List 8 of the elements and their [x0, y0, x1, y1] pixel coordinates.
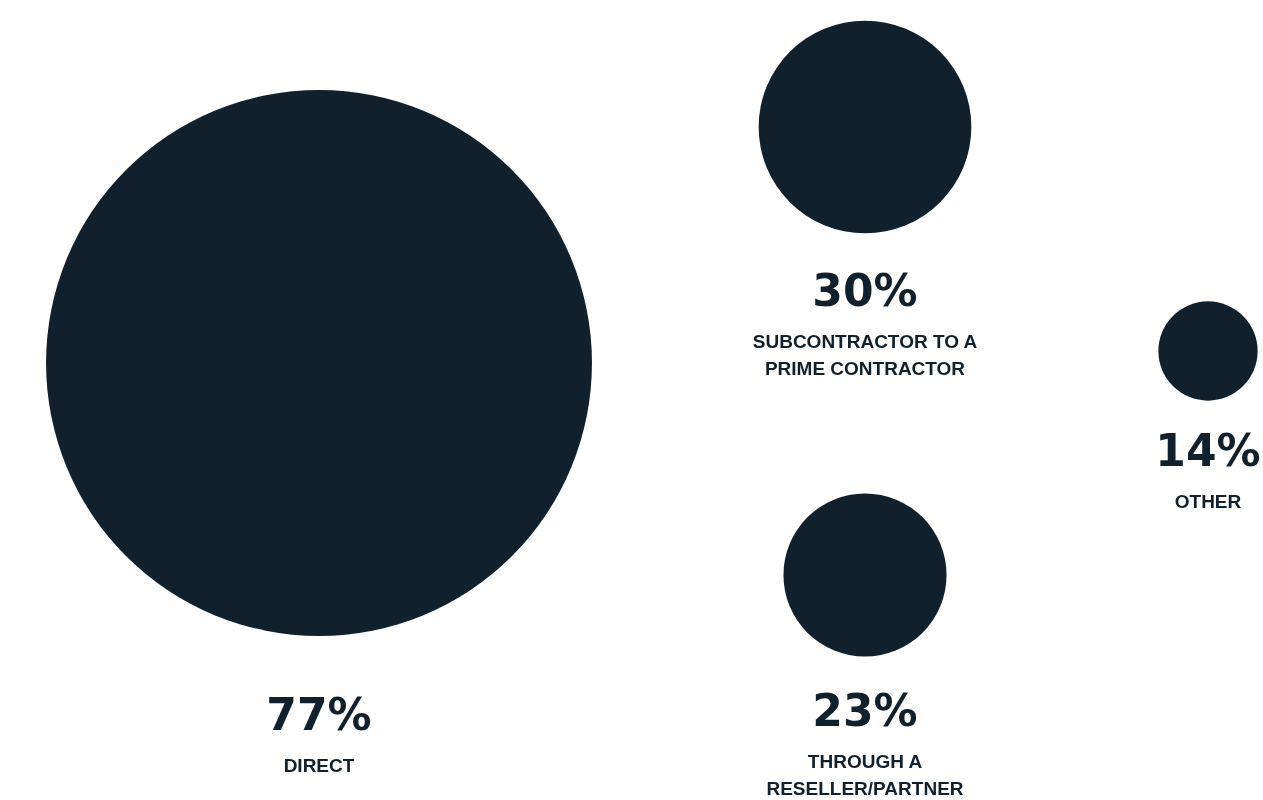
category-label: DIRECT [283, 755, 355, 776]
category-label: SUBCONTRACTOR TO A PRIME CONTRACTOR [752, 331, 978, 379]
data-label: 77% [266, 689, 372, 740]
category-label: OTHER [1174, 491, 1242, 512]
category-label: THROUGH A RESELLER/PARTNER [766, 751, 964, 799]
data-label: 30% [812, 265, 918, 316]
data-label: 23% [812, 685, 918, 736]
data-label: 14% [1155, 425, 1261, 476]
